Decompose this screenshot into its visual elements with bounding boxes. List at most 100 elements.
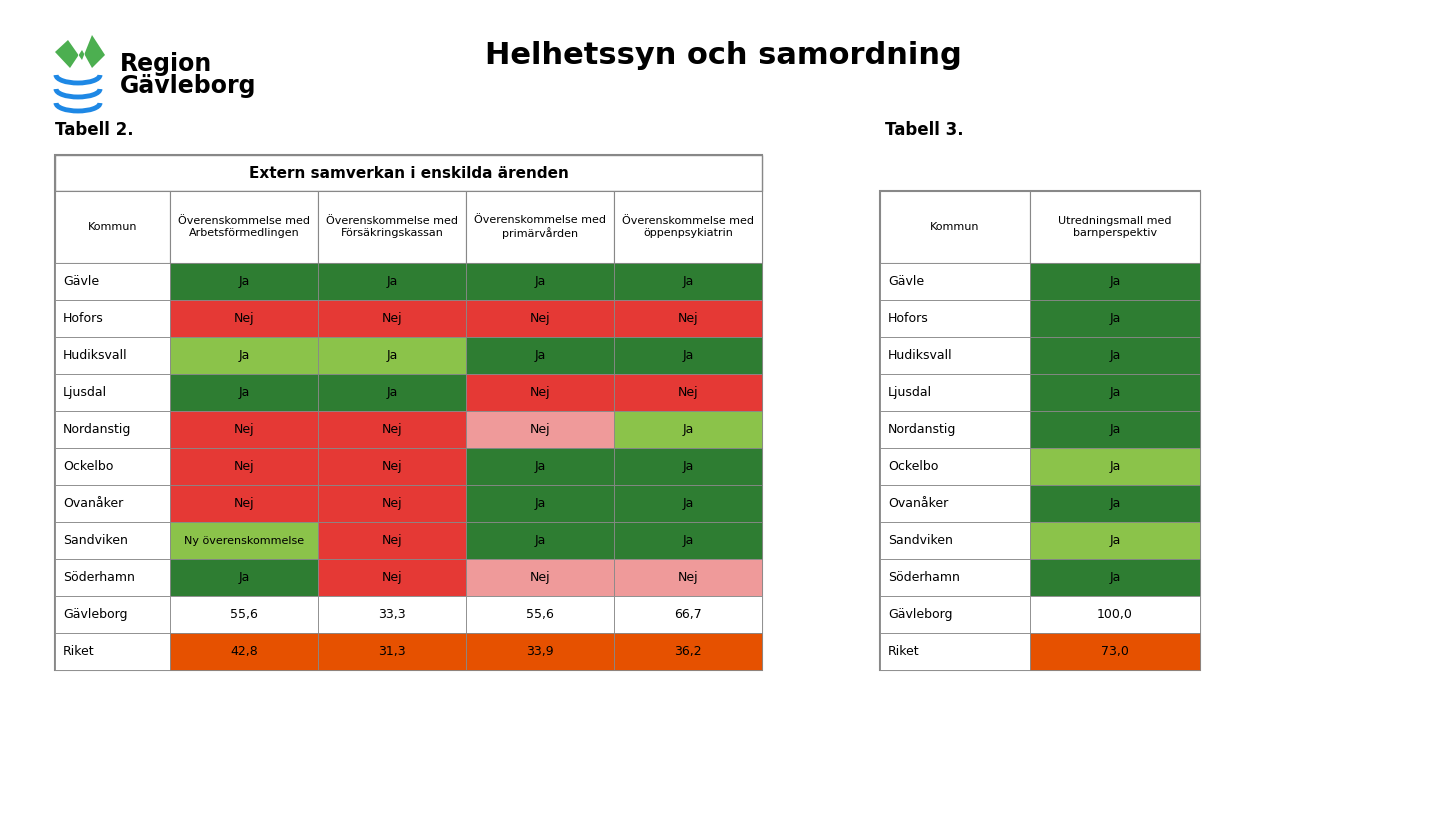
- Bar: [318, 337, 466, 374]
- Bar: [466, 191, 614, 263]
- Bar: [318, 263, 466, 300]
- Bar: [169, 337, 318, 374]
- Bar: [880, 522, 1030, 559]
- Text: Hudiksvall: Hudiksvall: [64, 349, 127, 362]
- Text: Nej: Nej: [382, 571, 402, 584]
- Bar: [318, 411, 466, 448]
- Text: Ja: Ja: [239, 349, 250, 362]
- Text: 55,6: 55,6: [527, 608, 554, 621]
- Bar: [1030, 300, 1200, 337]
- Text: Nej: Nej: [677, 312, 699, 325]
- Text: Gävleborg: Gävleborg: [120, 74, 256, 98]
- Bar: [614, 485, 763, 522]
- Text: Ja: Ja: [683, 534, 693, 547]
- Bar: [614, 448, 763, 485]
- Text: Sandviken: Sandviken: [64, 534, 127, 547]
- Text: Nej: Nej: [233, 497, 255, 510]
- Bar: [614, 559, 763, 596]
- Text: 100,0: 100,0: [1097, 608, 1133, 621]
- Bar: [614, 633, 763, 670]
- Text: Ockelbo: Ockelbo: [888, 460, 938, 473]
- Bar: [318, 448, 466, 485]
- Bar: [55, 559, 169, 596]
- Text: Ja: Ja: [239, 386, 250, 399]
- Bar: [880, 448, 1030, 485]
- Text: Ja: Ja: [1110, 386, 1120, 399]
- Bar: [880, 485, 1030, 522]
- Bar: [55, 155, 763, 191]
- Bar: [1030, 191, 1200, 263]
- Text: Nej: Nej: [233, 312, 255, 325]
- Text: Ovanåker: Ovanåker: [64, 497, 123, 510]
- Text: Ockelbo: Ockelbo: [64, 460, 113, 473]
- Text: Kommun: Kommun: [88, 222, 137, 232]
- Bar: [880, 374, 1030, 411]
- Text: Ny överenskommelse: Ny överenskommelse: [184, 536, 304, 545]
- Text: 73,0: 73,0: [1101, 645, 1129, 658]
- Text: 66,7: 66,7: [674, 608, 702, 621]
- Text: Nej: Nej: [530, 423, 550, 436]
- Text: Nordanstig: Nordanstig: [64, 423, 132, 436]
- Bar: [318, 559, 466, 596]
- Bar: [55, 411, 169, 448]
- Bar: [466, 522, 614, 559]
- Text: Nej: Nej: [382, 460, 402, 473]
- Bar: [466, 374, 614, 411]
- Text: Hofors: Hofors: [64, 312, 104, 325]
- Bar: [169, 448, 318, 485]
- Bar: [880, 191, 1030, 263]
- Text: Nordanstig: Nordanstig: [888, 423, 956, 436]
- PathPatch shape: [55, 35, 106, 68]
- Bar: [614, 191, 763, 263]
- Bar: [169, 191, 318, 263]
- Text: Överenskommelse med
Försäkringskassan: Överenskommelse med Försäkringskassan: [326, 217, 459, 238]
- Text: Ja: Ja: [683, 497, 693, 510]
- Bar: [614, 522, 763, 559]
- Text: Ja: Ja: [534, 534, 546, 547]
- Text: Sandviken: Sandviken: [888, 534, 954, 547]
- Text: Ja: Ja: [534, 497, 546, 510]
- Bar: [55, 596, 169, 633]
- Bar: [614, 596, 763, 633]
- Bar: [318, 596, 466, 633]
- Text: Riket: Riket: [888, 645, 920, 658]
- Bar: [466, 300, 614, 337]
- Text: Gävle: Gävle: [888, 275, 925, 288]
- Text: 31,3: 31,3: [378, 645, 405, 658]
- Bar: [55, 448, 169, 485]
- Text: Gävleborg: Gävleborg: [64, 608, 127, 621]
- Bar: [466, 633, 614, 670]
- Text: Överenskommelse med
Arbetsförmedlingen: Överenskommelse med Arbetsförmedlingen: [178, 217, 310, 238]
- Text: Region: Region: [120, 52, 213, 76]
- Bar: [55, 155, 763, 670]
- Bar: [466, 263, 614, 300]
- Text: Söderhamn: Söderhamn: [888, 571, 959, 584]
- Bar: [614, 337, 763, 374]
- Text: Ja: Ja: [683, 275, 693, 288]
- Text: Nej: Nej: [530, 571, 550, 584]
- Bar: [55, 300, 169, 337]
- Text: Ja: Ja: [386, 275, 398, 288]
- Text: 42,8: 42,8: [230, 645, 258, 658]
- Text: Ja: Ja: [386, 349, 398, 362]
- Bar: [466, 411, 614, 448]
- Text: Nej: Nej: [677, 571, 699, 584]
- Bar: [1030, 374, 1200, 411]
- Bar: [1030, 448, 1200, 485]
- Text: Ja: Ja: [683, 349, 693, 362]
- Text: Nej: Nej: [382, 497, 402, 510]
- Bar: [169, 596, 318, 633]
- Text: Nej: Nej: [382, 423, 402, 436]
- Bar: [880, 263, 1030, 300]
- Bar: [55, 337, 169, 374]
- Bar: [55, 522, 169, 559]
- Text: Ja: Ja: [1110, 571, 1120, 584]
- Bar: [1030, 522, 1200, 559]
- Bar: [466, 596, 614, 633]
- Bar: [1030, 337, 1200, 374]
- Bar: [1030, 596, 1200, 633]
- Text: Nej: Nej: [382, 534, 402, 547]
- Bar: [55, 374, 169, 411]
- Bar: [55, 191, 169, 263]
- Text: Ljusdal: Ljusdal: [888, 386, 932, 399]
